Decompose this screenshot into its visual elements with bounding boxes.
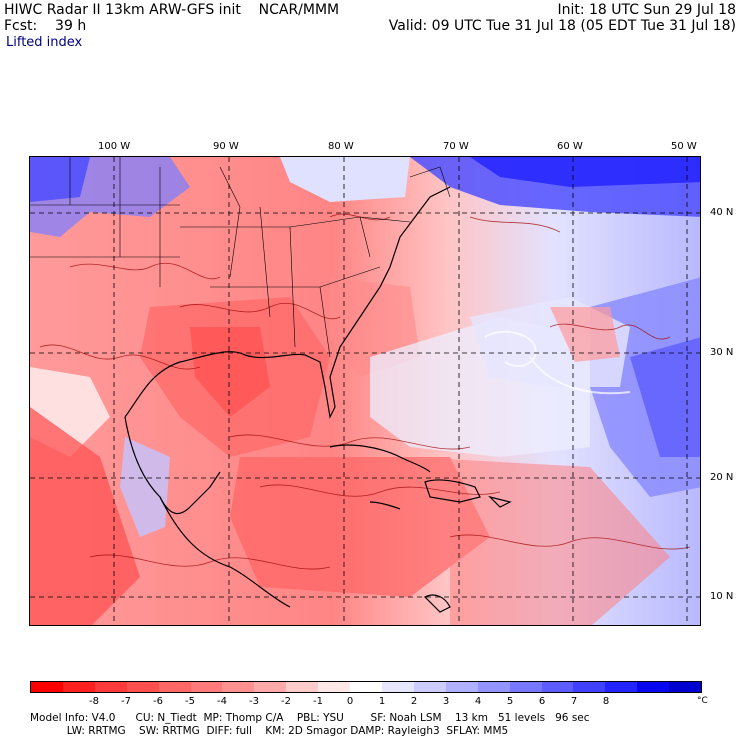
- colorbar-tick-label: -6: [153, 696, 163, 707]
- colorbar-cell: [254, 682, 287, 692]
- lon-label-60w: 60 W: [557, 141, 583, 152]
- colorbar-cell: [541, 682, 574, 692]
- colorbar-tick-label: -5: [185, 696, 195, 707]
- contour-lines: [39, 213, 691, 570]
- colorbar-cell: [637, 682, 670, 692]
- colorbar-tick-label: 2: [410, 696, 418, 707]
- forecast-hour: Fcst: 39 h: [4, 18, 87, 34]
- model-title: HIWC Radar II 13km ARW-GFS init NCAR/MMM: [4, 2, 340, 18]
- colorbar-cell: [31, 682, 63, 692]
- colorbar-tick-label: -2: [281, 696, 291, 707]
- field-name: Lifted index: [6, 35, 83, 50]
- colorbar-cell: [669, 682, 702, 692]
- colorbar-tick-label: -8: [89, 696, 99, 707]
- colorbar-cell: [62, 682, 95, 692]
- colorbar-cell: [605, 682, 638, 692]
- colorbar-cell: [445, 682, 478, 692]
- colorbar-cell: [286, 682, 319, 692]
- init-time: Init: 18 UTC Sun 29 Jul 18: [557, 2, 736, 18]
- colorbar-tick-label: -7: [121, 696, 131, 707]
- lat-label-30n: 30 N: [710, 347, 734, 358]
- lat-label-10n: 10 N: [710, 591, 734, 602]
- colorbar-tick-label: 6: [538, 696, 546, 707]
- colorbar-cell: [94, 682, 127, 692]
- colorbar-cell: [350, 682, 382, 692]
- colorbar-tick-label: 8: [602, 696, 610, 707]
- jet-swirl: [484, 330, 631, 395]
- colorbar-cell: [158, 682, 191, 692]
- colorbar-cell: [477, 682, 510, 692]
- lat-lon-grid: [30, 157, 700, 625]
- model-info-line2: LW: RRTMG SW: RRTMG DIFF: full KM: 2D Sm…: [30, 725, 509, 737]
- lon-label-100w: 100 W: [98, 141, 131, 152]
- colorbar-cell: [126, 682, 159, 692]
- colorbar-tick-label: 1: [378, 696, 386, 707]
- colorbar-tick-label: 3: [442, 696, 450, 707]
- colorbar-cell: [509, 682, 542, 692]
- colorbar-cell: [318, 682, 351, 692]
- lat-label-40n: 40 N: [710, 207, 734, 218]
- lon-label-50w: 50 W: [671, 141, 697, 152]
- colorbar-cell: [190, 682, 223, 692]
- shading-layer: [30, 157, 700, 625]
- lat-label-20n: 20 N: [710, 472, 734, 483]
- model-info-line1: Model Info: V4.0 CU: N_Tiedt MP: Thomp C…: [30, 712, 590, 724]
- colorbar-cell: [413, 682, 446, 692]
- lifted-index-map: [29, 156, 701, 626]
- state-borders: [30, 157, 451, 358]
- lon-label-90w: 90 W: [213, 141, 239, 152]
- colorbar-tick-label: 7: [570, 696, 578, 707]
- colorbar: [30, 681, 702, 693]
- colorbar-cell: [573, 682, 606, 692]
- colorbar-tick-label: 5: [506, 696, 514, 707]
- lon-label-70w: 70 W: [443, 141, 469, 152]
- colorbar-tick-label: -3: [249, 696, 259, 707]
- valid-time: Valid: 09 UTC Tue 31 Jul 18 (05 EDT Tue …: [388, 18, 736, 34]
- colorbar-tick-label: -4: [217, 696, 227, 707]
- colorbar-unit: °C: [697, 696, 708, 706]
- colorbar-tick-label: 4: [474, 696, 482, 707]
- coastlines: [124, 186, 512, 613]
- lon-label-80w: 80 W: [328, 141, 354, 152]
- colorbar-tick-label: 0: [346, 696, 354, 707]
- colorbar-cell: [381, 682, 414, 692]
- colorbar-tick-label: -1: [313, 696, 323, 707]
- colorbar-cell: [222, 682, 255, 692]
